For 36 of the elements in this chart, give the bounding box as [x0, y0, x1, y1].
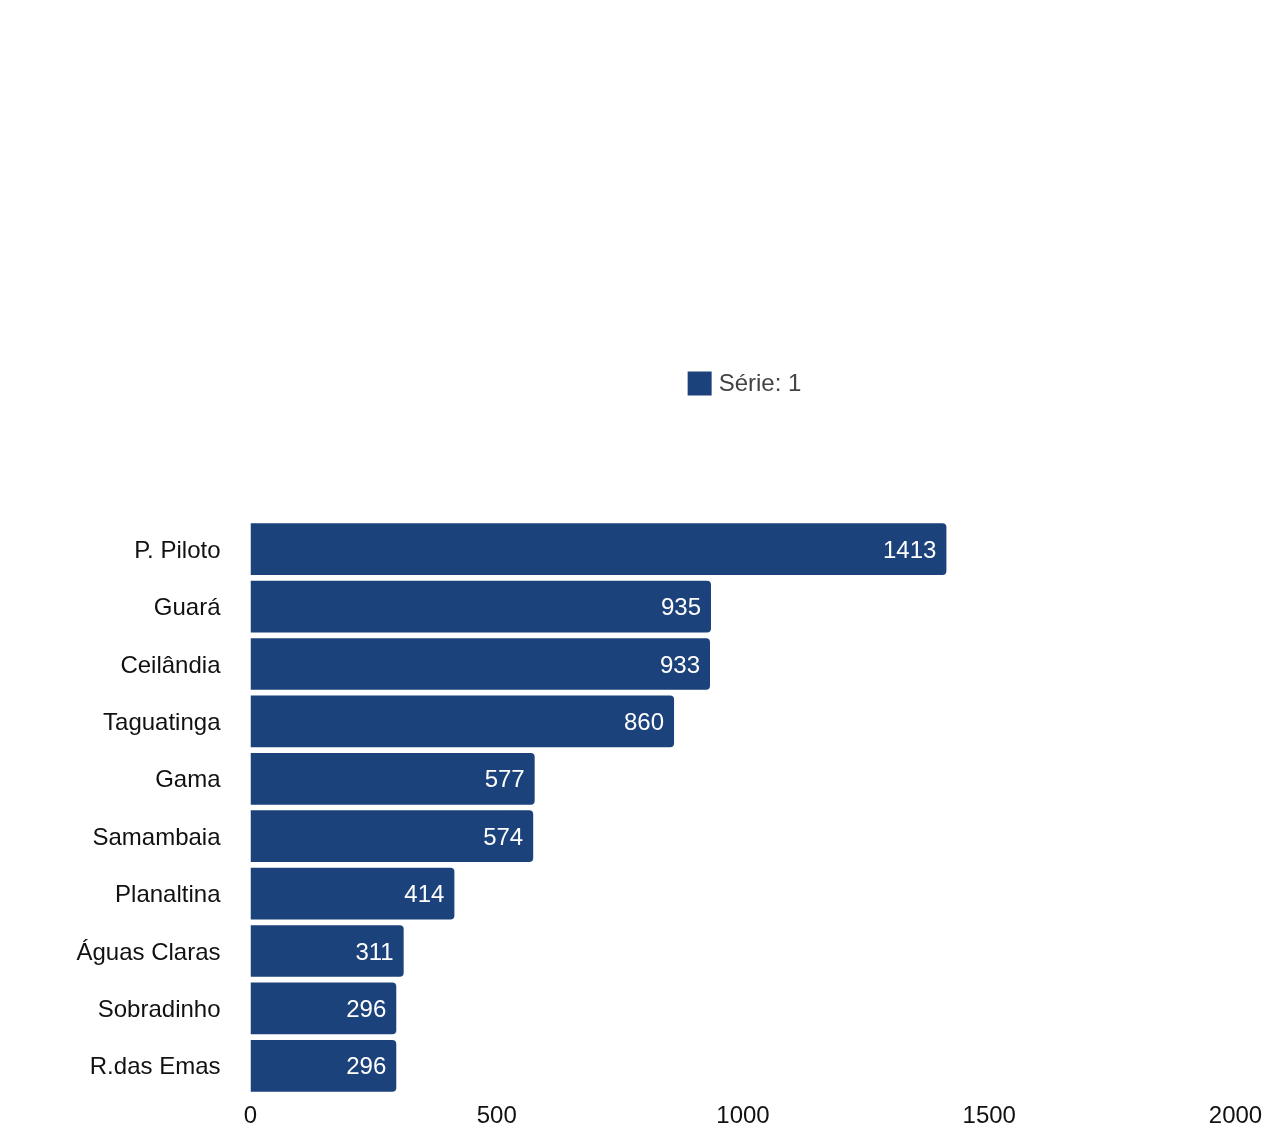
y-tick-label: R.das Emas: [89, 1052, 221, 1080]
data-label: 577: [484, 765, 525, 793]
bar: [250, 523, 947, 576]
data-label: 935: [660, 593, 701, 621]
data-label: 574: [483, 822, 524, 850]
bar: [250, 867, 455, 920]
y-tick-label: Ceilândia: [120, 650, 222, 678]
data-label: 311: [355, 937, 394, 965]
x-tick-label: 2000: [1208, 1100, 1263, 1128]
data-label: 296: [346, 1052, 387, 1080]
data-label: 860: [624, 707, 665, 735]
bar: [250, 925, 404, 977]
x-tick-label: 1500: [962, 1100, 1016, 1128]
bar: [250, 638, 710, 690]
y-tick-label: P. Piloto: [134, 535, 221, 563]
bar: [250, 695, 675, 748]
data-label: 414: [404, 880, 445, 908]
x-tick-label: 1000: [716, 1100, 770, 1128]
y-tick-label: Taguatinga: [103, 707, 222, 735]
bar: [250, 810, 534, 863]
y-tick-label: Samambaia: [92, 822, 222, 850]
legend-label: Série: 1: [718, 368, 802, 397]
bar: [250, 1039, 397, 1092]
y-tick-label: Guará: [153, 593, 222, 621]
data-label: 296: [346, 994, 387, 1022]
x-tick-label: 0: [243, 1100, 258, 1128]
bar: [250, 752, 535, 805]
y-tick-label: Águas Claras: [76, 937, 221, 965]
y-tick-label: Gama: [155, 765, 222, 793]
data-label: 1413: [883, 535, 937, 563]
x-tick-label: 500: [476, 1100, 517, 1128]
y-tick-label: Sobradinho: [97, 994, 221, 1022]
y-tick-label: Planaltina: [115, 880, 222, 908]
data-label: 933: [659, 650, 701, 678]
bar: [250, 580, 711, 633]
bar: [250, 982, 397, 1035]
